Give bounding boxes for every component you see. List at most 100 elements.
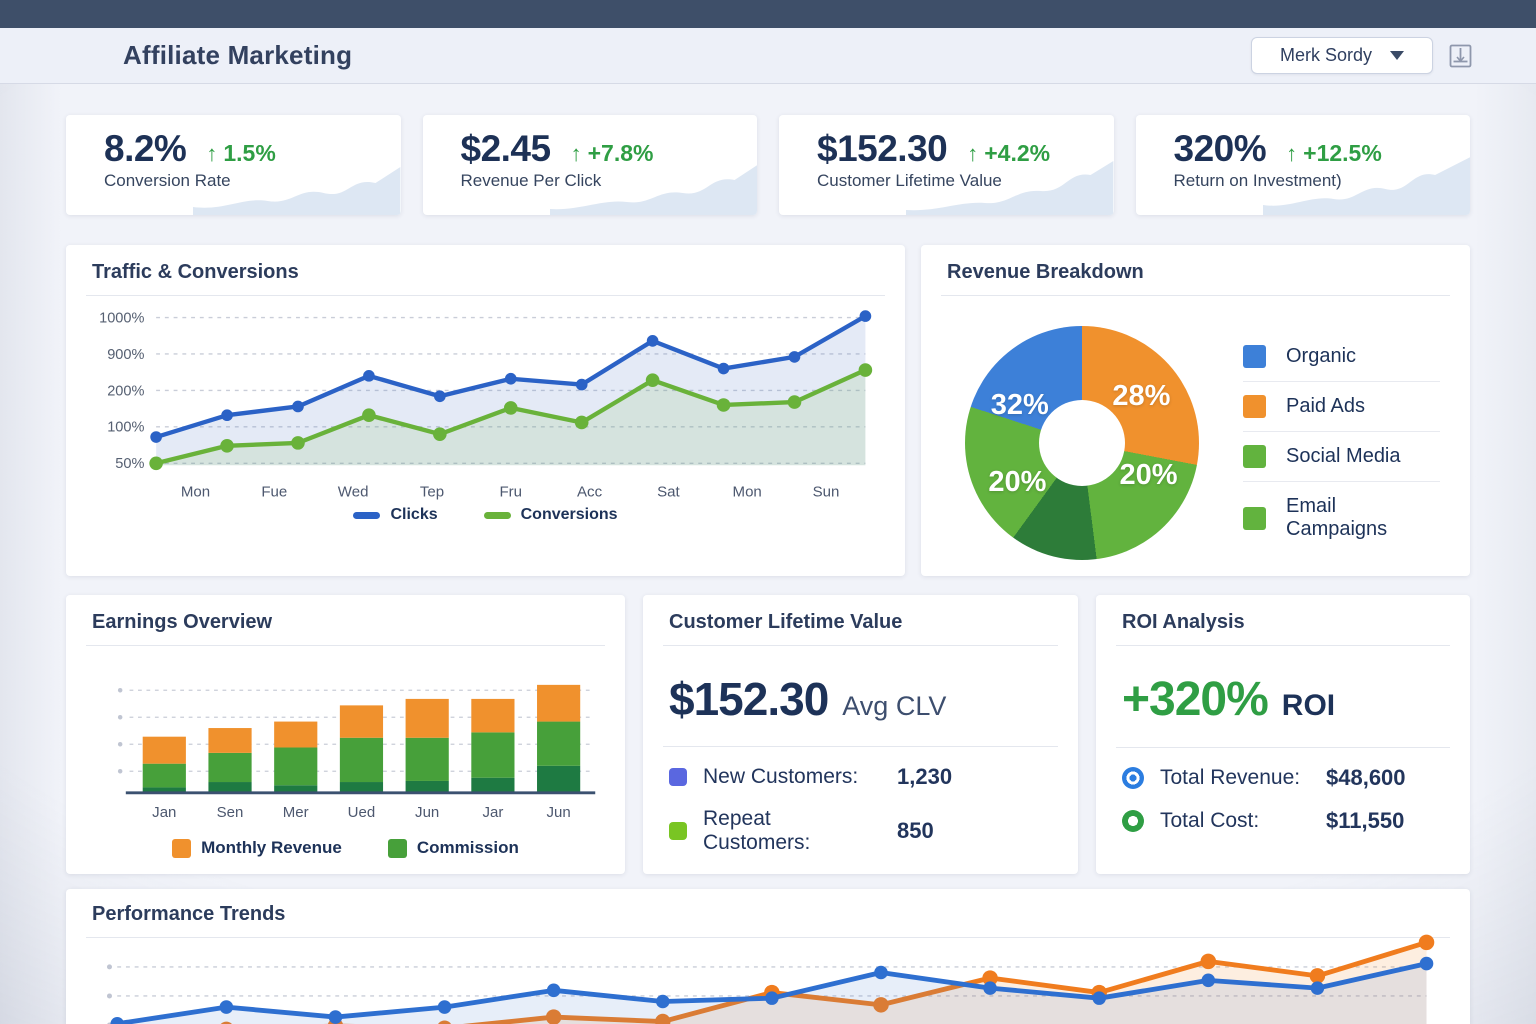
stat-label: Total Revenue: [1160,766,1301,789]
stat-value: $11,550 [1326,808,1405,833]
roi-suffix: ROI [1281,689,1336,722]
svg-text:Mon: Mon [181,483,210,500]
page-title: Affiliate Marketing [123,40,353,70]
roi-value: +320% [1122,673,1269,726]
svg-text:1000%: 1000% [99,310,144,326]
legend-label: Social Media [1286,445,1401,467]
commission-swatch [387,838,407,858]
svg-text:Jar: Jar [482,804,503,821]
roi-analysis-card: ROI Analysis +320% ROI Total Revenue: $4… [1096,595,1470,875]
total-cost-row: Total Cost: $11,550 [1122,808,1444,834]
kpi-delta: 1.5% [223,140,276,166]
email-campaigns-swatch [1243,506,1266,530]
card-title: Earnings Overview [92,611,273,633]
divider [663,645,1058,646]
paid-ads-swatch [1243,395,1266,418]
kpi-sparkline [193,167,401,215]
kpi-value: 8.2% [104,128,187,169]
legend-item-email-campaigns: Email Campaigns [1243,482,1440,554]
legend-item-organic: Organic [1243,332,1440,382]
social-media-swatch [1243,445,1266,468]
stat-label: New Customers: [703,765,859,788]
svg-text:Fru: Fru [499,483,522,500]
earnings-overview-card: Earnings Overview Jan Sen Mer Ued Jun Jar Jun … [66,595,625,875]
bullseye-icon [1122,767,1144,789]
monthly-revenue-swatch [172,838,192,858]
donut-slice-label: 20% [988,466,1047,499]
conversions-swatch [483,511,511,519]
stat-value: 1,230 [897,764,953,789]
stat-value: $48,600 [1326,765,1406,790]
legend-label: Monthly Revenue [201,838,342,858]
kpi-delta: +12.5% [1303,140,1382,166]
new-customers-row: New Customers: 1,230 [669,764,1052,790]
stat-label: Repeat Customers: [703,807,811,854]
chevron-down-icon [1390,51,1405,60]
customer-lifetime-value-card: Customer Lifetime Value $152.30 Avg CLV … [643,595,1078,875]
kpi-value: $152.30 [817,128,948,169]
revenue-breakdown-card: Revenue Breakdown 32% 28% 20% 20% Organi… [921,245,1470,576]
earnings-legend: Monthly Revenue Commission [92,838,599,858]
new-customers-swatch [669,768,687,786]
earnings-bar-chart: Jan Sen Mer Ued Jun Jar Jun [117,684,596,821]
clicks-swatch [353,511,381,519]
legend-item-conversions: Conversions [483,506,618,524]
legend-label: Paid Ads [1286,395,1365,417]
svg-text:900%: 900% [107,347,144,363]
kpi-card-customer-lifetime-value: $152.30 ↑ +4.2% Customer Lifetime Value [779,115,1114,215]
card-title: ROI Analysis [1122,611,1245,633]
performance-trends-card: Performance Trends [66,889,1470,1024]
divider [663,746,1058,747]
user-dropdown[interactable]: Merk Sordy [1251,37,1433,74]
kpi-sparkline [1262,157,1470,215]
up-arrow-icon: ↑ [967,141,979,166]
up-arrow-icon: ↑ [570,141,582,166]
svg-text:Acc: Acc [577,483,603,500]
svg-text:Ued: Ued [348,804,376,821]
donut-slice-label: 28% [1112,379,1171,412]
divider [86,295,885,296]
page-header: Affiliate Marketing Merk Sordy [0,28,1536,84]
svg-text:Fue: Fue [261,483,287,500]
divider [1116,747,1450,748]
svg-text:200%: 200% [107,383,144,399]
traffic-conversions-card: Traffic & Conversions 1000% 900% 200% 100% 5… [66,245,905,576]
legend-label: Conversions [520,506,618,524]
card-title: Performance Trends [92,903,286,926]
download-button[interactable] [1447,41,1474,71]
up-arrow-icon: ↑ [206,141,218,166]
organic-swatch [1243,345,1266,368]
kpi-value: $2.45 [460,128,552,169]
traffic-conversions-chart: 1000% 900% 200% 100% 50% Mon Fue Wed Tep Fru Acc Sa… [99,310,873,500]
kpi-label: Return on Investment) [1173,171,1342,190]
svg-text:Sun: Sun [813,483,840,500]
donut-slice-label: 20% [1119,459,1178,492]
avg-clv-suffix: Avg CLV [842,691,947,721]
ring-icon [1122,810,1144,832]
kpi-delta: +7.8% [587,140,654,166]
revenue-legend: Organic Paid Ads Social Media Email Camp… [1243,332,1440,560]
card-title: Traffic & Conversions [92,261,299,283]
svg-text:Sen: Sen [217,804,244,821]
kpi-card-return-on-investment: 320% ↑ +12.5% Return on Investment) [1135,115,1470,215]
kpi-sparkline [906,161,1114,215]
divider [86,937,1450,939]
kpi-card-conversion-rate: 8.2% ↑ 1.5% Conversion Rate [66,115,401,215]
up-arrow-icon: ↑ [1286,141,1298,166]
top-navigation-bar [0,0,1536,28]
performance-trends-chart [106,934,1435,1024]
legend-item-monthly-revenue: Monthly Revenue [172,838,342,858]
download-icon [1449,44,1472,67]
stat-label: Total Cost: [1160,809,1260,832]
kpi-value: 320% [1173,128,1267,169]
divider [86,645,605,646]
svg-text:Mer: Mer [283,804,309,821]
legend-label: Email Campaigns [1286,495,1388,540]
traffic-legend: Clicks Conversions [92,506,879,524]
svg-text:50%: 50% [115,456,144,472]
legend-label: Commission [416,838,519,858]
header-actions: Merk Sordy [1251,37,1474,74]
revenue-donut-chart: 32% 28% 20% 20% [965,326,1199,560]
legend-item-paid-ads: Paid Ads [1243,382,1440,432]
stat-value: 850 [897,818,934,843]
